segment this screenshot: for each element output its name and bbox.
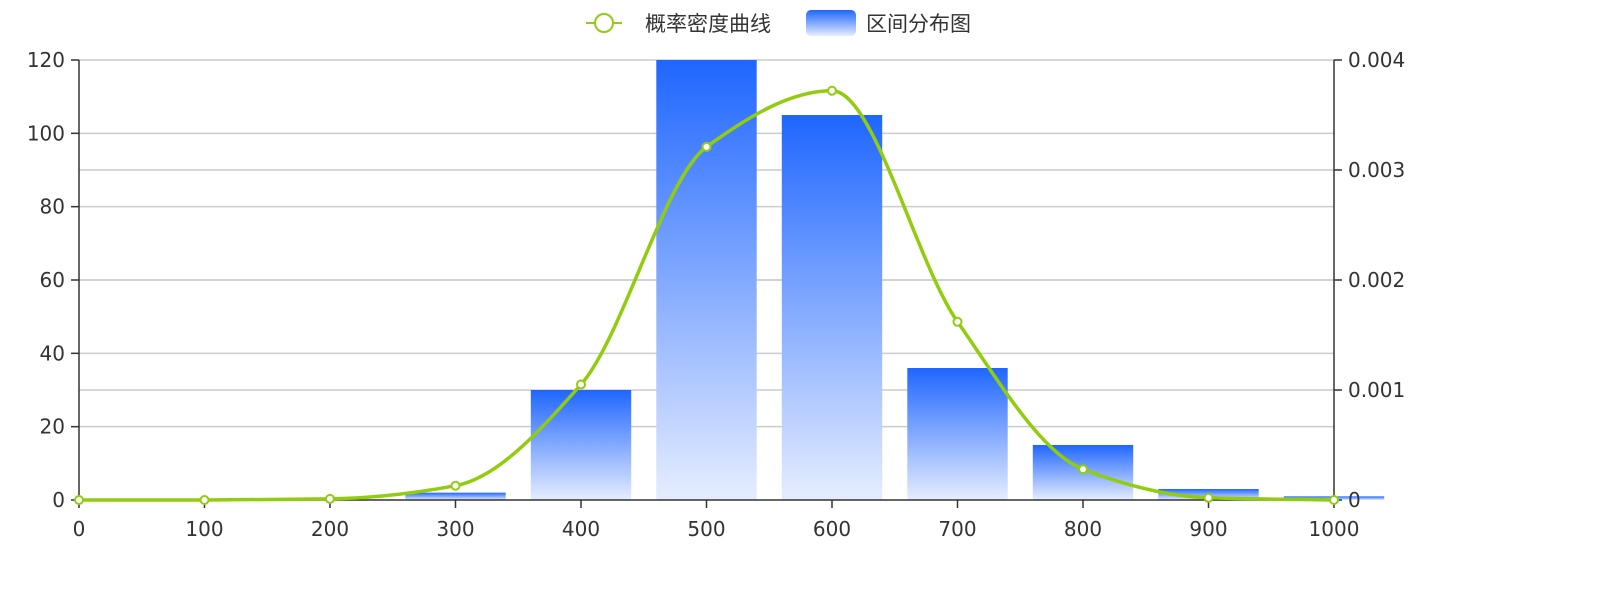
y-right-tick-label: 0.001 [1348, 378, 1405, 402]
y-right-tick-label: 0.003 [1348, 158, 1405, 182]
y-right-tick-label: 0.004 [1348, 48, 1405, 72]
x-tick-label: 400 [562, 517, 600, 541]
histogram-bar[interactable] [530, 390, 632, 500]
legend-item-bar[interactable]: 区间分布图 [806, 10, 971, 36]
legend[interactable]: 概率密度曲线 区间分布图 [586, 10, 971, 36]
y-left-tick-label: 0 [52, 488, 65, 512]
x-tick-label: 500 [687, 517, 725, 541]
histogram-bar[interactable] [907, 368, 1008, 500]
density-point[interactable] [74, 495, 84, 505]
y-left-tick-label: 120 [27, 48, 65, 72]
density-point[interactable] [952, 316, 963, 327]
histogram-bar[interactable] [656, 60, 757, 500]
density-point[interactable] [827, 85, 837, 96]
density-point[interactable] [1329, 495, 1339, 505]
x-tick-label: 700 [938, 517, 976, 541]
x-tick-label: 800 [1064, 517, 1102, 541]
y-left-tick-label: 40 [40, 341, 65, 365]
legend-line-marker [594, 13, 614, 33]
x-tick-label: 900 [1189, 517, 1227, 541]
legend-line-label: 概率密度曲线 [645, 12, 771, 36]
x-tick-label: 1000 [1309, 517, 1360, 541]
density-curve[interactable] [78, 89, 1335, 502]
legend-bar-swatch [806, 10, 856, 36]
histogram-bar[interactable] [405, 492, 506, 500]
y-right-tick-label: 0.002 [1348, 268, 1405, 292]
legend-item-line[interactable]: 概率密度曲线 [586, 12, 771, 36]
density-point[interactable] [701, 141, 712, 152]
x-tick-label: 100 [185, 517, 223, 541]
y-left-tick-label: 100 [27, 121, 65, 145]
x-tick-label: 0 [73, 517, 86, 541]
y-left-tick-label: 20 [40, 415, 65, 439]
density-point[interactable] [450, 480, 461, 491]
x-tick-label: 600 [813, 517, 851, 541]
density-line-series [74, 85, 1339, 505]
histogram-bar[interactable] [781, 115, 883, 500]
axes: 0 100 200 300 400 500 600 700 800 900 100002040608… [27, 48, 1405, 541]
density-point[interactable] [576, 379, 586, 390]
density-point[interactable] [199, 495, 210, 505]
y-right-tick-label: 0 [1348, 488, 1361, 512]
density-point[interactable] [325, 493, 335, 504]
legend-bar-label: 区间分布图 [866, 12, 971, 36]
x-tick-label: 300 [436, 517, 474, 541]
y-left-tick-label: 60 [40, 268, 65, 292]
x-tick-label: 200 [311, 517, 349, 541]
y-left-tick-label: 80 [40, 195, 65, 219]
density-point[interactable] [1203, 492, 1214, 503]
density-point[interactable] [1078, 464, 1088, 475]
